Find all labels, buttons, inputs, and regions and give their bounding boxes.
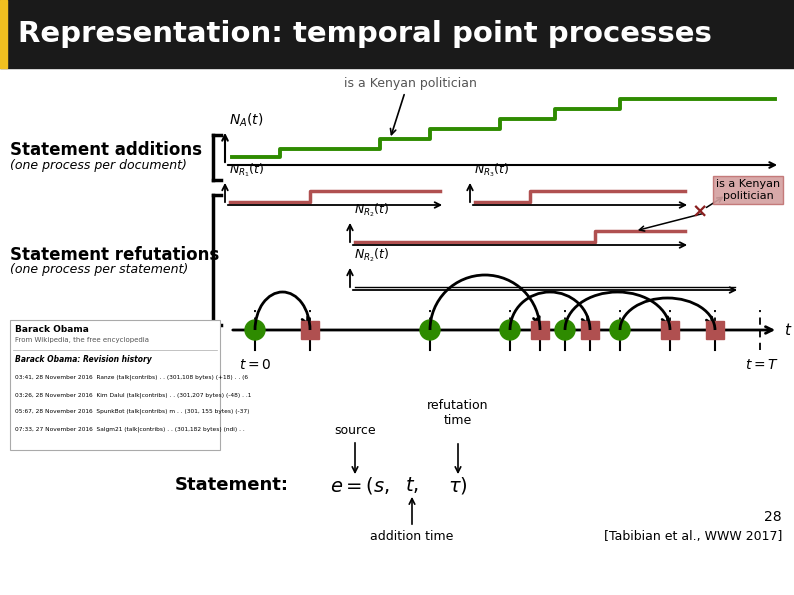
Text: $e = (s,$: $e = (s,$ bbox=[330, 474, 390, 496]
Text: $t = T$: $t = T$ bbox=[745, 358, 779, 372]
Text: $t$: $t$ bbox=[784, 322, 792, 338]
Text: $t = 0$: $t = 0$ bbox=[239, 358, 271, 372]
Bar bbox=[10, 320, 220, 450]
Text: Statement refutations: Statement refutations bbox=[10, 246, 219, 264]
Text: From Wikipedia, the free encyclopedia: From Wikipedia, the free encyclopedia bbox=[15, 337, 149, 343]
Text: $\tau)$: $\tau)$ bbox=[448, 474, 468, 496]
Text: $N_{R_2}(t)$: $N_{R_2}(t)$ bbox=[354, 246, 390, 264]
Text: 28: 28 bbox=[765, 510, 782, 524]
Text: is a Kenyan
politician: is a Kenyan politician bbox=[716, 179, 780, 201]
Bar bbox=[301, 321, 319, 339]
Text: Statement:: Statement: bbox=[175, 476, 289, 494]
Circle shape bbox=[420, 320, 440, 340]
Text: ×: × bbox=[692, 202, 708, 221]
Text: 03:41, 28 November 2016  Ranze (talk|contribs) . . (301,108 bytes) (+18) . . (6: 03:41, 28 November 2016 Ranze (talk|cont… bbox=[15, 375, 248, 380]
Bar bbox=[661, 321, 679, 339]
Circle shape bbox=[245, 320, 265, 340]
Bar bbox=[0, 0, 7, 68]
Text: $N_{R_3}(t)$: $N_{R_3}(t)$ bbox=[474, 161, 510, 179]
Circle shape bbox=[555, 320, 575, 340]
Text: is a Kenyan politician: is a Kenyan politician bbox=[344, 77, 476, 90]
Bar bbox=[706, 321, 724, 339]
Text: Barack Obama: Revision history: Barack Obama: Revision history bbox=[15, 355, 152, 364]
Text: $N_{R_1}(t)$: $N_{R_1}(t)$ bbox=[229, 161, 264, 179]
Text: [Tabibian et al., WWW 2017]: [Tabibian et al., WWW 2017] bbox=[603, 530, 782, 543]
Bar bbox=[0, 0, 794, 68]
Text: (one process per document): (one process per document) bbox=[10, 158, 187, 171]
Text: 05:67, 28 November 2016  SpunkBot (talk|contribs) m . . (301, 155 bytes) (-37): 05:67, 28 November 2016 SpunkBot (talk|c… bbox=[15, 409, 249, 415]
Circle shape bbox=[610, 320, 630, 340]
Bar bbox=[531, 321, 549, 339]
Text: addition time: addition time bbox=[370, 530, 453, 543]
Text: Barack Obama: Barack Obama bbox=[15, 325, 89, 334]
Text: refutation
time: refutation time bbox=[427, 399, 489, 427]
Text: (one process per statement): (one process per statement) bbox=[10, 264, 188, 277]
Bar bbox=[581, 321, 599, 339]
Text: $N_{R_2}(t)$: $N_{R_2}(t)$ bbox=[354, 202, 390, 219]
Text: Statement additions: Statement additions bbox=[10, 141, 202, 159]
Text: 07:33, 27 November 2016  Salgm21 (talk|contribs) . . (301,182 bytes) (ndi) . .: 07:33, 27 November 2016 Salgm21 (talk|co… bbox=[15, 426, 245, 431]
Text: 03:26, 28 November 2016  Kim Dalul (talk|contribs) . . (301,207 bytes) (-48) . .: 03:26, 28 November 2016 Kim Dalul (talk|… bbox=[15, 392, 252, 397]
Text: Representation: temporal point processes: Representation: temporal point processes bbox=[18, 20, 712, 48]
Text: $t,$: $t,$ bbox=[405, 475, 419, 495]
Circle shape bbox=[500, 320, 520, 340]
Text: $N_A(t)$: $N_A(t)$ bbox=[229, 112, 264, 129]
Text: source: source bbox=[334, 424, 376, 437]
